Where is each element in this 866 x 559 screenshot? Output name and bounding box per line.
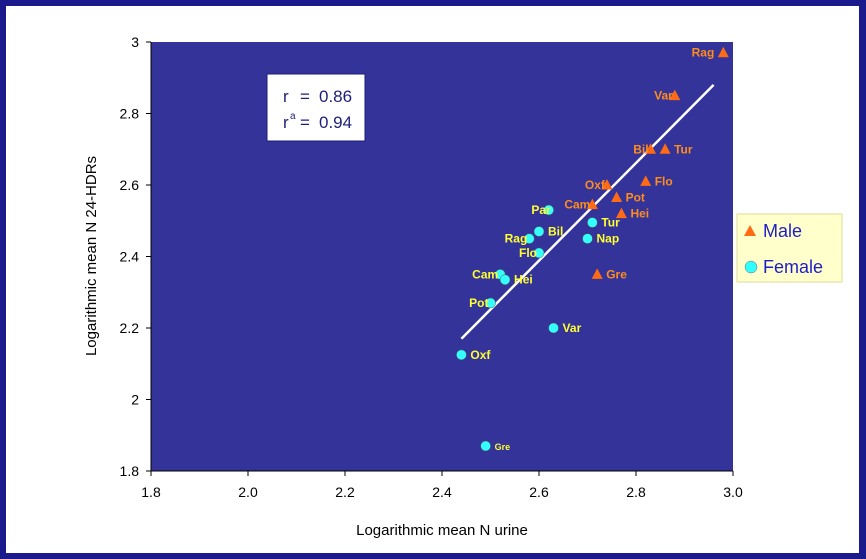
data-points: Rag Var Tur Bil Flo Oxf Pot Cam Hei Gre Par Tur Bil R… [456, 46, 729, 452]
male-point-triangle [611, 191, 623, 203]
y-tick-label: 2 [131, 392, 139, 408]
male-point-triangle [645, 143, 657, 154]
x-tick-label: 2.2 [335, 484, 355, 500]
female-point-circle [485, 297, 496, 309]
legend-male-triangle-icon [744, 225, 756, 236]
x-tick-label: 2.0 [238, 484, 258, 500]
female-point-circle [533, 226, 545, 237]
y-tick-label: 3 [131, 34, 139, 50]
r2-value: 0.94 [319, 113, 352, 132]
legend-female-circle-icon [744, 260, 758, 274]
female-point-circle [582, 233, 593, 244]
female-point-circle [524, 233, 535, 244]
r-value: 0.86 [319, 87, 352, 106]
r2-superscript: a [290, 111, 296, 122]
point-label: Var [654, 89, 673, 103]
y-ticks: 1.8 2 2.2 2.4 2.6 2.8 3 [120, 34, 151, 479]
male-point-triangle [586, 198, 598, 210]
male-point-triangle [615, 207, 627, 219]
female-point-circle [548, 322, 559, 334]
male-point-triangle [591, 268, 603, 279]
female-point-circle [533, 247, 545, 259]
point-label: Flo [519, 246, 537, 260]
legend-male-label: Male [763, 221, 802, 241]
point-label: Tur [674, 142, 693, 156]
female-point-circle [543, 204, 554, 216]
point-label: Var [563, 321, 582, 335]
female-point-circle [480, 440, 491, 452]
point-label: Bil [548, 224, 563, 238]
point-label: Flo [655, 174, 673, 188]
x-ticks: 1.8 2.0 2.2 2.4 2.6 2.8 3.0 [141, 471, 743, 500]
y-tick-label: 2.2 [120, 320, 140, 336]
x-tick-label: 2.6 [529, 484, 549, 500]
y-tick-label: 1.8 [120, 463, 140, 479]
point-label: Oxf [470, 348, 491, 362]
female-point-circle [456, 349, 467, 361]
x-tick-label: 3.0 [723, 484, 743, 500]
y-axis-title: Logarithmic mean N 24-HDRs [83, 156, 100, 356]
y-tick-label: 2.4 [120, 249, 140, 265]
r2-label: r [283, 113, 289, 132]
plot-area [151, 42, 733, 471]
point-label: Hei [514, 273, 533, 287]
point-label: Pot [469, 296, 488, 310]
female-point-circle [499, 274, 511, 285]
r-label: r [283, 87, 289, 106]
legend-female-label: Female [763, 257, 823, 277]
female-point-circle [587, 217, 598, 228]
point-label: Hei [630, 207, 649, 221]
y-tick-label: 2.8 [120, 106, 140, 122]
x-axis-title: Logarithmic mean N urine [356, 522, 528, 539]
point-label: Tur [601, 216, 620, 230]
x-tick-label: 1.8 [141, 484, 161, 500]
stats-box: r = 0.86 r a = 0.94 [266, 73, 366, 142]
r-equals: = [300, 87, 310, 106]
point-label: Rag [692, 46, 715, 60]
point-label: Rag [505, 232, 528, 246]
x-tick-label: 2.4 [432, 484, 452, 500]
point-label: Pot [626, 191, 645, 205]
point-label: Par [531, 203, 551, 217]
male-point-triangle [669, 89, 681, 101]
male-point-triangle [640, 175, 652, 186]
male-point-triangle [659, 143, 671, 154]
y-tick-label: 2.6 [120, 177, 140, 193]
r2-equals: = [300, 113, 310, 132]
point-label: Oxf [585, 178, 606, 192]
point-label: Nap [597, 232, 620, 246]
x-tick-label: 2.8 [626, 484, 646, 500]
male-point-triangle [717, 46, 729, 58]
point-label: Gre [495, 442, 511, 452]
regression-line [460, 84, 715, 340]
point-label: Cam [472, 267, 498, 281]
legend: Male Female [736, 213, 843, 283]
point-label: Cam [564, 198, 590, 212]
point-label: Bil [633, 142, 648, 156]
point-label: Gre [606, 267, 627, 281]
male-point-triangle [601, 179, 613, 190]
